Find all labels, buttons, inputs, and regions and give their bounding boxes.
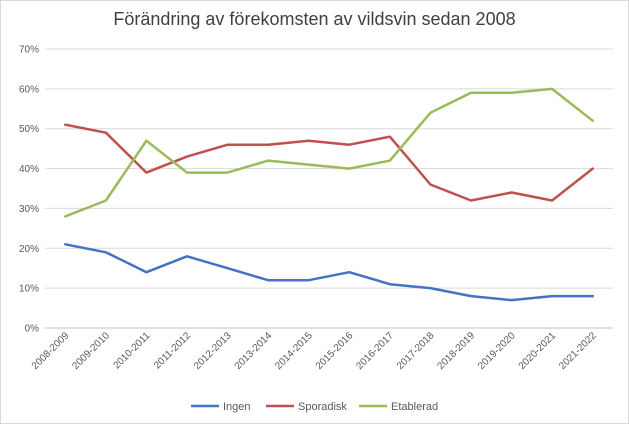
y-tick-label: 60% xyxy=(19,84,39,95)
legend-label: Ingen xyxy=(223,401,251,413)
series-line-sporadisk xyxy=(64,123,594,202)
x-tick-label: 2016-2017 xyxy=(354,330,396,372)
x-tick-label: 2019-2020 xyxy=(476,330,518,372)
x-tick-label: 2017-2018 xyxy=(395,330,437,372)
x-tick-label: 2013-2014 xyxy=(233,330,275,372)
y-tick-label: 70% xyxy=(19,45,39,56)
x-tick-label: 2012-2013 xyxy=(192,330,234,372)
chart-title: Förändring av förekomsten av vildsvin se… xyxy=(113,9,516,29)
y-tick-label: 30% xyxy=(19,204,39,215)
series-line-ingen xyxy=(64,243,594,302)
x-tick-label: 2021-2022 xyxy=(557,330,599,372)
x-tick-label: 2008-2009 xyxy=(30,330,72,372)
legend-label: Sporadisk xyxy=(298,401,347,413)
y-tick-label: 50% xyxy=(19,124,39,135)
series-line-etablerad xyxy=(64,87,594,218)
y-tick-label: 20% xyxy=(19,244,39,255)
x-tick-label: 2018-2019 xyxy=(436,330,478,372)
x-tick-label: 2010-2011 xyxy=(111,330,152,371)
y-tick-label: 0% xyxy=(25,324,40,335)
x-tick-label: 2020-2021 xyxy=(517,330,559,372)
x-tick-label: 2009-2010 xyxy=(70,330,112,372)
y-tick-label: 10% xyxy=(19,284,39,295)
x-tick-label: 2011-2012 xyxy=(152,330,193,371)
x-tick-label: 2015-2016 xyxy=(314,330,356,372)
y-tick-label: 40% xyxy=(19,164,39,175)
legend-label: Etablerad xyxy=(391,401,438,413)
x-tick-label: 2014-2015 xyxy=(273,330,315,372)
